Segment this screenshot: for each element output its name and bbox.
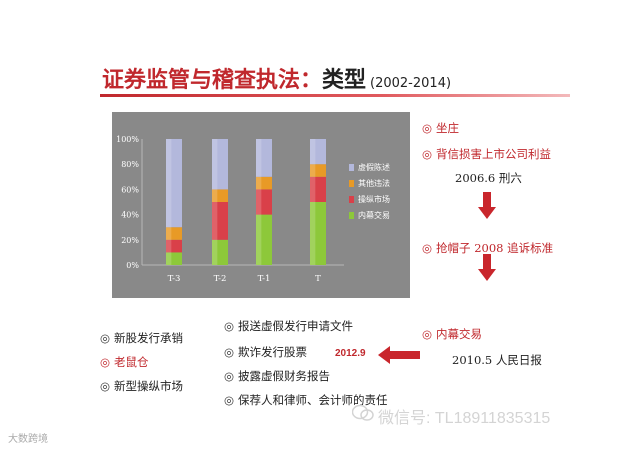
bullet-icon: ◎ <box>224 369 235 383</box>
bullet-icon: ◎ <box>422 327 433 341</box>
legend-swatch <box>349 180 354 187</box>
bar-segment <box>256 214 272 265</box>
bar-highlight <box>212 139 218 265</box>
chart-svg: 0% 20% 40% 60% 80% 100% T-3 T-2 T-1 T 虚假陈述其他违法操纵市场… <box>116 135 390 284</box>
bullet-icon: ◎ <box>422 121 433 135</box>
legend-label: 虚假陈述 <box>358 162 390 172</box>
down-arrow-icon <box>478 254 496 281</box>
bar-segment <box>310 164 326 177</box>
wechat-icon <box>352 404 374 421</box>
bar-highlight <box>310 139 316 265</box>
y-tick-label: 60% <box>121 185 139 194</box>
y-tick-label: 80% <box>121 160 139 169</box>
x-tick-label: T <box>315 274 321 284</box>
bar-segment <box>212 202 228 240</box>
title-rule <box>100 94 570 97</box>
middle-item: ◎ 保荐人和律师、会计师的责任 <box>224 393 388 407</box>
middle-item: ◎ 披露虚假财务报告 <box>224 369 331 383</box>
bar-segment <box>212 239 228 265</box>
bar-segment <box>310 202 326 265</box>
bar-segment <box>256 139 272 177</box>
bar-segment <box>212 139 228 190</box>
item-qiangmaozi: ◎ 抢帽子 2008 追诉标准 <box>422 241 554 255</box>
note-2010: 2010.5 人民日报 <box>452 353 542 367</box>
item-beixin: ◎ 背信损害上市公司利益 <box>422 147 552 161</box>
bullet-icon: ◎ <box>100 379 111 393</box>
page-title: 证券监管与稽查执法：类型 (2002-2014) <box>102 62 451 94</box>
title-main: 证券监管与稽查执法： <box>102 68 323 93</box>
bar-highlight <box>256 139 262 265</box>
bullet-icon: ◎ <box>224 393 235 407</box>
x-tick-label: T-1 <box>258 274 271 284</box>
legend-swatch <box>349 196 354 203</box>
bullet-icon: ◎ <box>422 147 433 161</box>
bullet-icon: ◎ <box>100 331 111 345</box>
left-item: ◎ 新型操纵市场 <box>100 379 184 393</box>
legend-swatch <box>349 212 354 219</box>
bullet-icon: ◎ <box>422 241 433 255</box>
bar-segment <box>310 176 326 202</box>
left-item: ◎ 老鼠仓 <box>100 355 149 369</box>
bar-segment <box>256 189 272 215</box>
x-tick-label: T-2 <box>214 274 227 284</box>
y-tick-label: 0% <box>126 261 139 270</box>
title-sub: 类型 <box>322 68 367 93</box>
bar-segment <box>256 176 272 190</box>
bar-segment <box>212 189 228 202</box>
corner-watermark: 大数跨境 <box>8 434 48 445</box>
legend-label: 操纵市场 <box>358 194 390 204</box>
bar-segment <box>166 227 182 240</box>
bar-segment <box>166 252 182 265</box>
left-item: ◎ 新股发行承销 <box>100 331 184 345</box>
stacked-bar-chart: 0% 20% 40% 60% 80% 100% T-3 T-2 T-1 T 虚假陈述其他违法操纵市场… <box>112 112 410 298</box>
y-tick-label: 40% <box>121 211 139 220</box>
bar-segment <box>166 239 182 253</box>
note-2006: 2006.6 刑六 <box>455 171 522 185</box>
x-tick-label: T-3 <box>168 274 181 284</box>
y-tick-label: 20% <box>121 236 139 245</box>
middle-item: ◎ 报送虚假发行申请文件 <box>224 319 354 333</box>
legend-label: 其他违法 <box>358 178 390 188</box>
legend-label: 内幕交易 <box>358 210 390 220</box>
bullet-icon: ◎ <box>100 355 111 369</box>
middle-item: ◎ 欺诈发行股票 <box>224 345 308 359</box>
bar-highlight <box>166 139 172 265</box>
watermark-text: 微信号: TL18911835315 <box>378 410 551 427</box>
item-neimu: ◎ 内幕交易 <box>422 327 483 341</box>
bar-segment <box>166 139 182 228</box>
down-arrow-icon <box>478 192 496 219</box>
bar-segment <box>310 139 326 165</box>
y-tick-label: 100% <box>116 135 139 144</box>
bullet-icon: ◎ <box>224 319 235 333</box>
legend-swatch <box>349 164 354 171</box>
item-zuozhuang: ◎ 坐庄 <box>422 121 460 135</box>
title-years: (2002-2014) <box>370 76 452 91</box>
left-arrow-icon <box>378 346 420 364</box>
bullet-icon: ◎ <box>224 345 235 359</box>
arrow-date-label: 2012.9 <box>335 348 366 359</box>
